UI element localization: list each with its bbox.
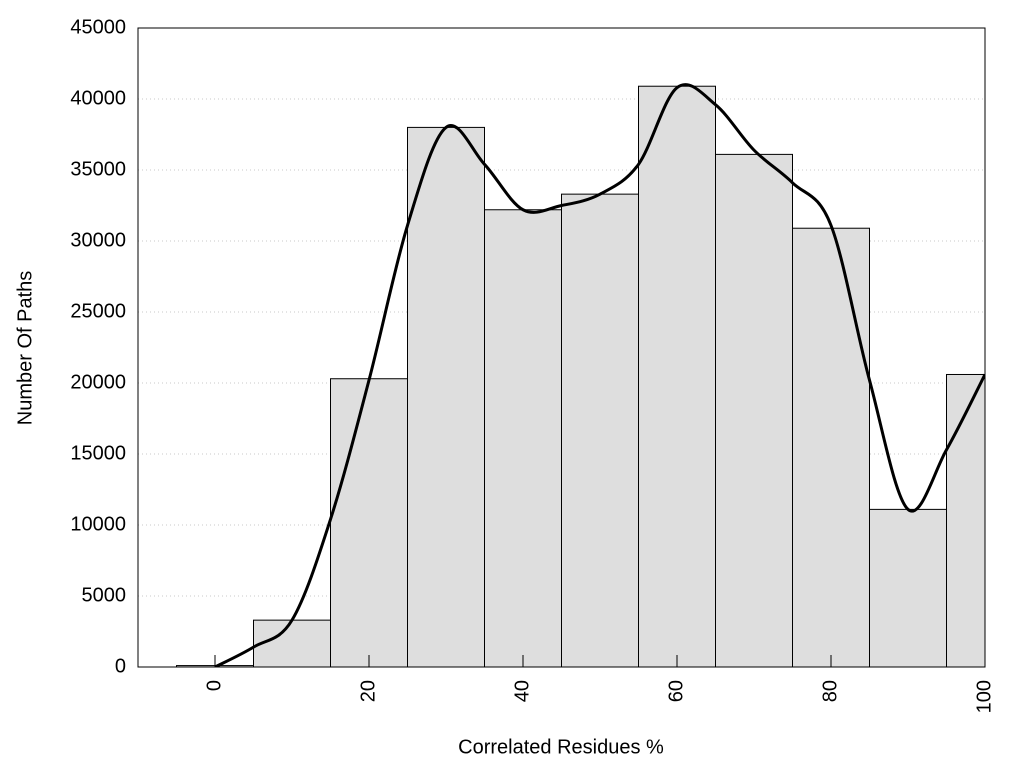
x-tick-label: 60 xyxy=(665,680,687,702)
y-tick-label: 40000 xyxy=(70,87,126,109)
x-tick-label: 100 xyxy=(973,680,995,713)
y-axis-label: Number Of Paths xyxy=(14,271,36,426)
histogram-bar xyxy=(715,153,793,667)
y-tick-label: 10000 xyxy=(70,513,126,535)
histogram-bar xyxy=(561,193,639,667)
y-tick-label: 15000 xyxy=(70,442,126,464)
histogram-bar xyxy=(253,619,331,667)
tick-labels: 0 5000 10000 15000 20000 25000 30000 35000 40000… xyxy=(70,16,995,713)
x-tick-label: 80 xyxy=(819,680,841,702)
histogram-bar xyxy=(946,373,985,667)
density-curve xyxy=(214,83,985,667)
y-tick-label: 25000 xyxy=(70,300,126,322)
histogram-bar xyxy=(638,85,716,667)
histogram-bar xyxy=(869,508,947,667)
histogram-bar xyxy=(792,227,870,667)
histogram-bar xyxy=(407,126,485,667)
y-tick-label: 30000 xyxy=(70,229,126,251)
y-tick-label: 45000 xyxy=(70,16,126,38)
y-tick-label: 0 xyxy=(115,655,126,677)
plot-frame xyxy=(137,27,986,668)
x-tick-label: 20 xyxy=(357,680,379,702)
x-axis-label: Correlated Residues % xyxy=(458,736,664,758)
y-tick-label: 20000 xyxy=(70,371,126,393)
histogram-bar xyxy=(330,378,408,667)
y-tick-label: 5000 xyxy=(82,584,127,606)
plot-area xyxy=(176,83,985,667)
x-tick-label: 0 xyxy=(203,680,225,691)
y-tick-label: 35000 xyxy=(70,158,126,180)
x-tick-label: 40 xyxy=(511,680,533,702)
histogram-bar xyxy=(484,209,562,667)
